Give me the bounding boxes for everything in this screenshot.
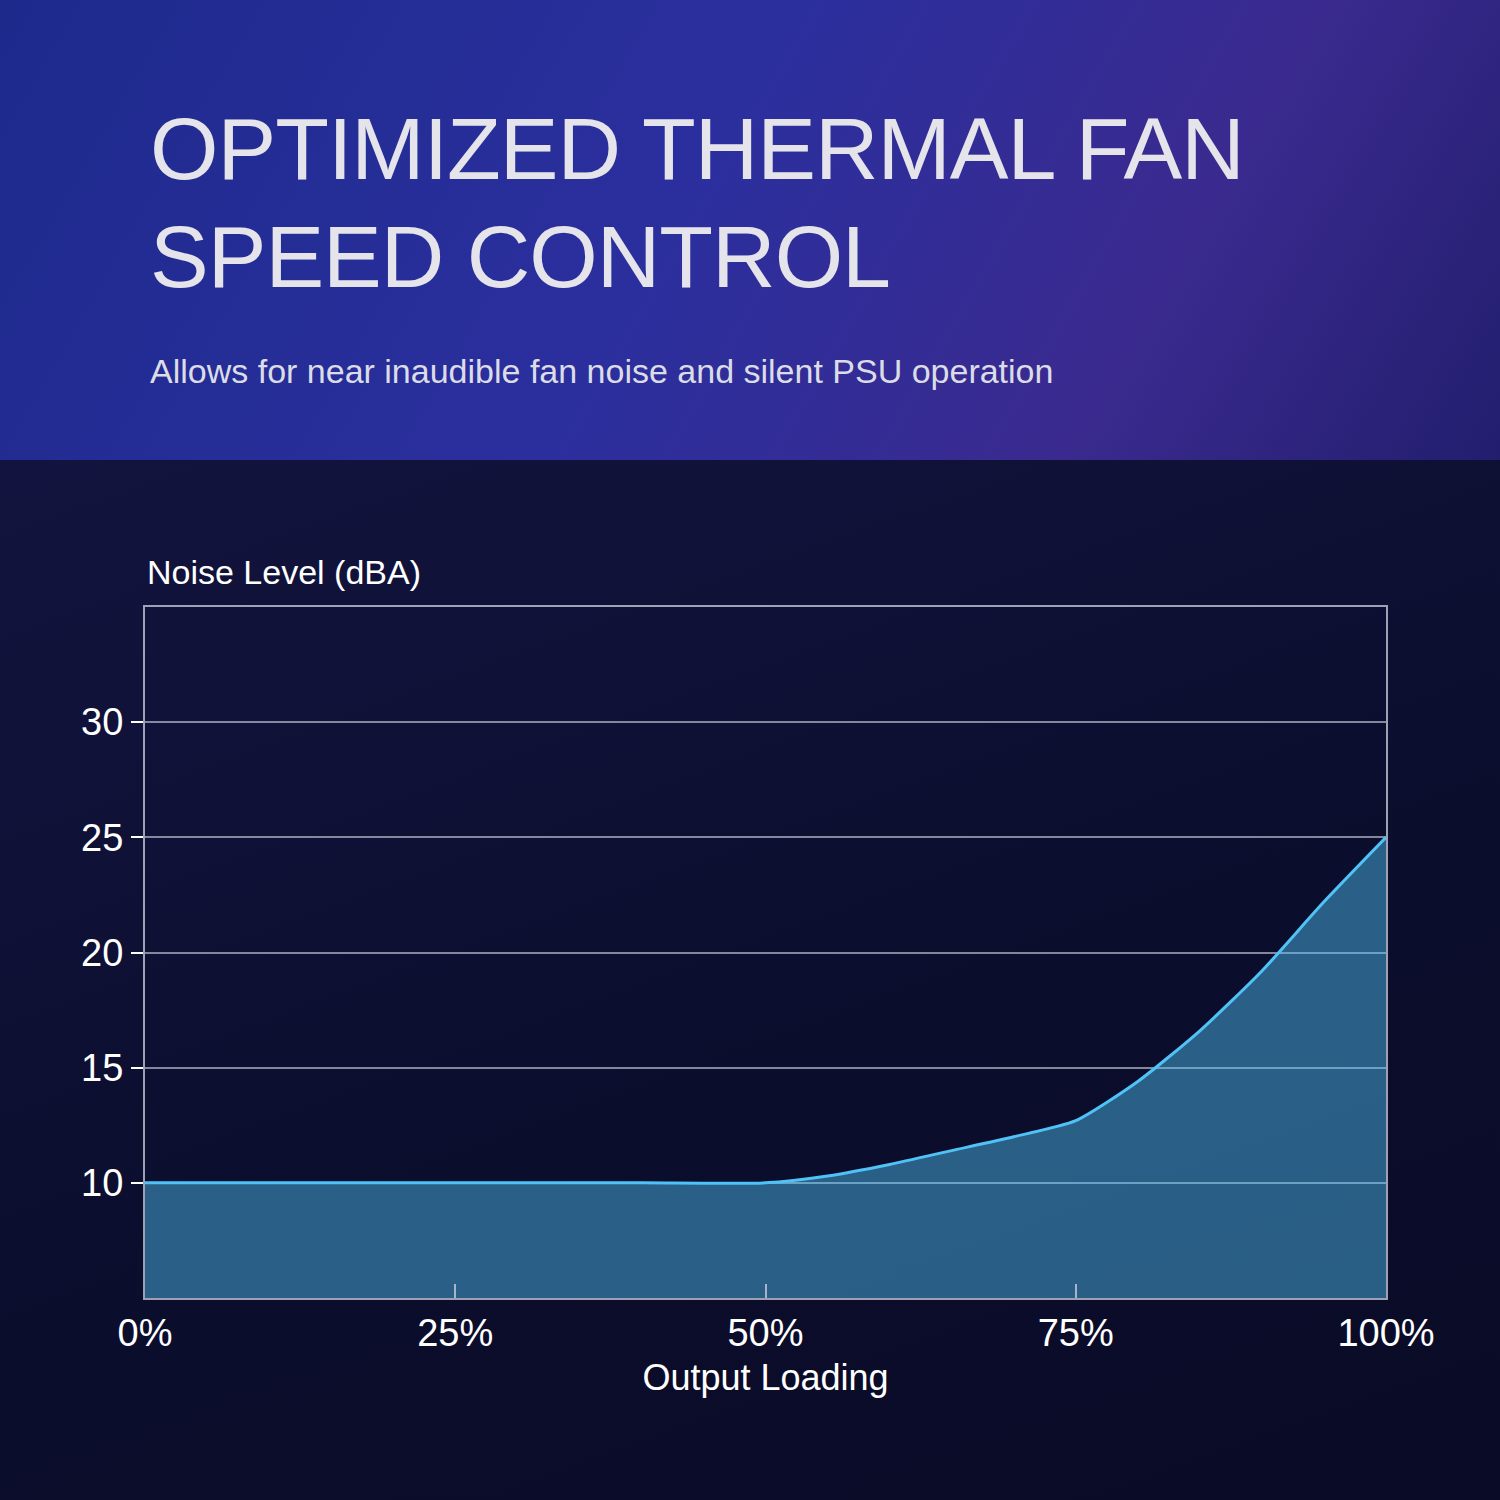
svg-text:25: 25 <box>81 817 123 859</box>
html-text:OPTIMIZED THERMAL FAN SPEED CO: OPTIMIZED THERMAL FAN SPEED CONTROL <box>150 99 1244 306</box>
svg-text:50%: 50% <box>727 1312 803 1354</box>
svg-text:10: 10 <box>81 1162 123 1204</box>
svg-text:20: 20 <box>81 932 123 974</box>
svg-text:0%: 0% <box>118 1312 173 1354</box>
svg-text:25%: 25% <box>417 1312 493 1354</box>
svg-text:15: 15 <box>81 1047 123 1089</box>
html-text:Allows for near inaudible fan: Allows for near inaudible fan noise and … <box>150 352 1054 390</box>
svg-text:30: 30 <box>81 701 123 743</box>
svg-text:Noise Level (dBA): Noise Level (dBA) <box>147 553 421 591</box>
svg-text:Output Loading: Output Loading <box>642 1357 888 1398</box>
svg-text:100%: 100% <box>1337 1312 1434 1354</box>
svg-text:75%: 75% <box>1038 1312 1114 1354</box>
